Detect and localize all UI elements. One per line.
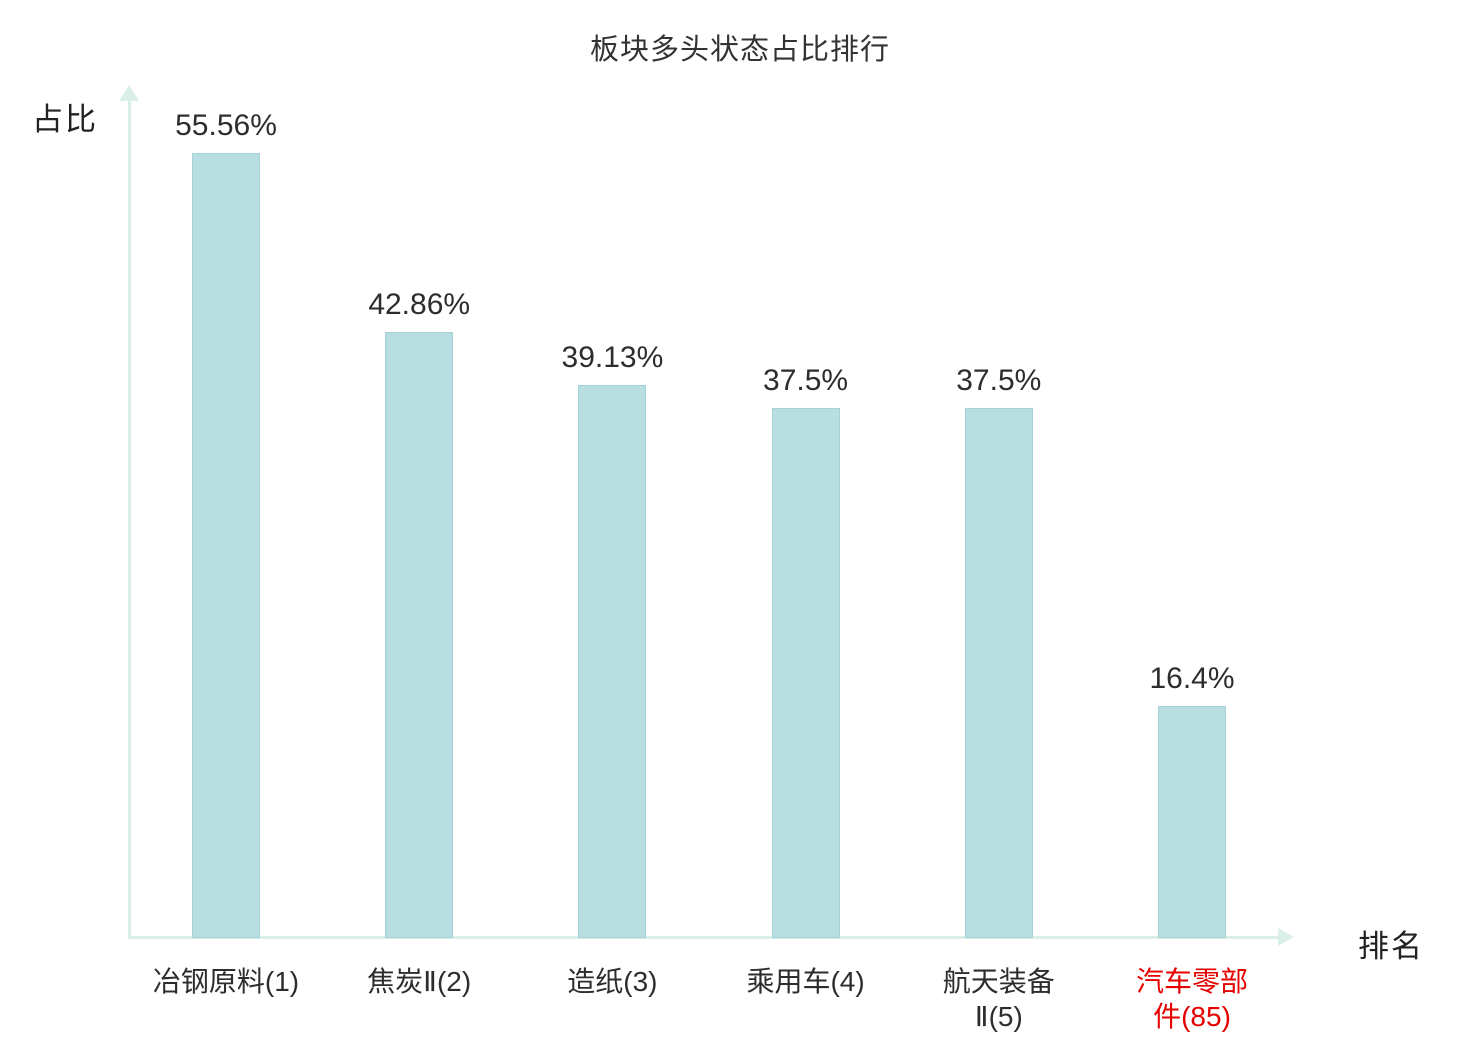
bar-4 [771,408,840,938]
bar-category-label-6: 汽车零部 件(85) [1135,966,1248,1032]
bar-value-label-1: 55.56% [175,108,277,142]
bar-value-label-3: 39.13% [561,340,664,374]
bar-value-label-2: 42.86% [368,288,471,322]
y-axis-line [128,100,131,938]
bar-2 [385,332,454,938]
bar-5 [964,408,1033,938]
bar-category-label-5: 航天装备 Ⅱ(5) [942,966,1055,1032]
bar-value-label-6: 16.4% [1149,662,1235,696]
y-axis-arrowhead-icon [119,85,139,101]
x-axis-label: 排名 [1358,929,1424,964]
bar-value-label-5: 37.5% [956,364,1042,397]
bar-1 [192,152,260,938]
bar-category-label-2: 焦炭Ⅱ(2) [367,966,472,997]
bar-category-label-3: 造纸(3) [567,966,658,997]
x-axis-line [128,936,1280,939]
bar-3 [578,384,647,938]
bar-category-label-1: 冶钢原料(1) [152,966,300,997]
bar-value-label-4: 37.5% [763,364,849,397]
bar-category-label-4: 乘用车(4) [746,966,865,997]
chart-title: 板块多头状态占比排行 [589,34,890,66]
bar-6 [1158,706,1226,938]
x-axis-arrowhead-icon [1278,928,1294,946]
y-axis-label: 占比 [32,102,98,137]
